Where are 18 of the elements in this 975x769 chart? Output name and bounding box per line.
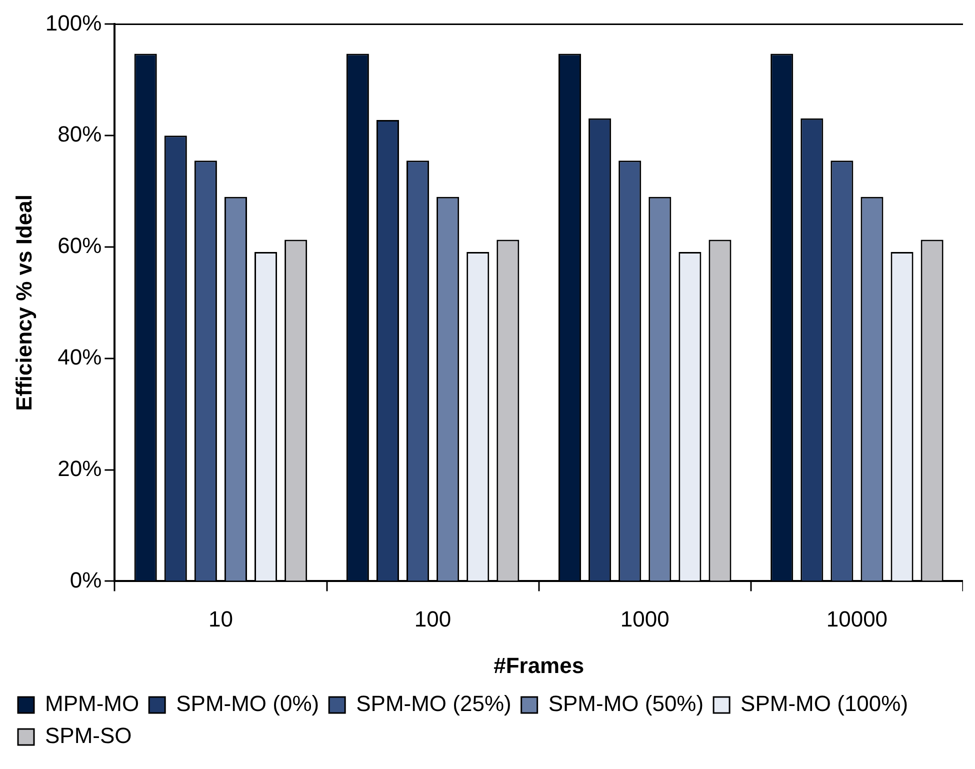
legend-label: SPM-MO (25%) (356, 691, 512, 716)
y-axis-title: Efficiency % vs Ideal (11, 194, 36, 411)
y-tick-label: 80% (58, 122, 102, 147)
legend-label: SPM-SO (45, 723, 132, 748)
x-tick-label: 1000 (620, 606, 670, 632)
legend-label: MPM-MO (45, 691, 140, 716)
legend-label: SPM-MO (0%) (176, 691, 320, 716)
legend-label: SPM-MO (50%) (548, 691, 704, 716)
x-tick-label: 10000 (826, 606, 888, 632)
x-tick-label: 100 (414, 606, 452, 632)
legend-label: SPM-MO (100%) (740, 691, 908, 716)
y-tick-label: 100% (45, 10, 102, 36)
y-tick-label: 60% (58, 233, 102, 258)
y-tick-label: 20% (58, 456, 102, 481)
x-axis-title: #Frames (494, 652, 584, 678)
y-tick-label: 40% (58, 344, 102, 370)
y-tick-label: 0% (70, 567, 102, 592)
x-tick-label: 10 (208, 606, 233, 632)
